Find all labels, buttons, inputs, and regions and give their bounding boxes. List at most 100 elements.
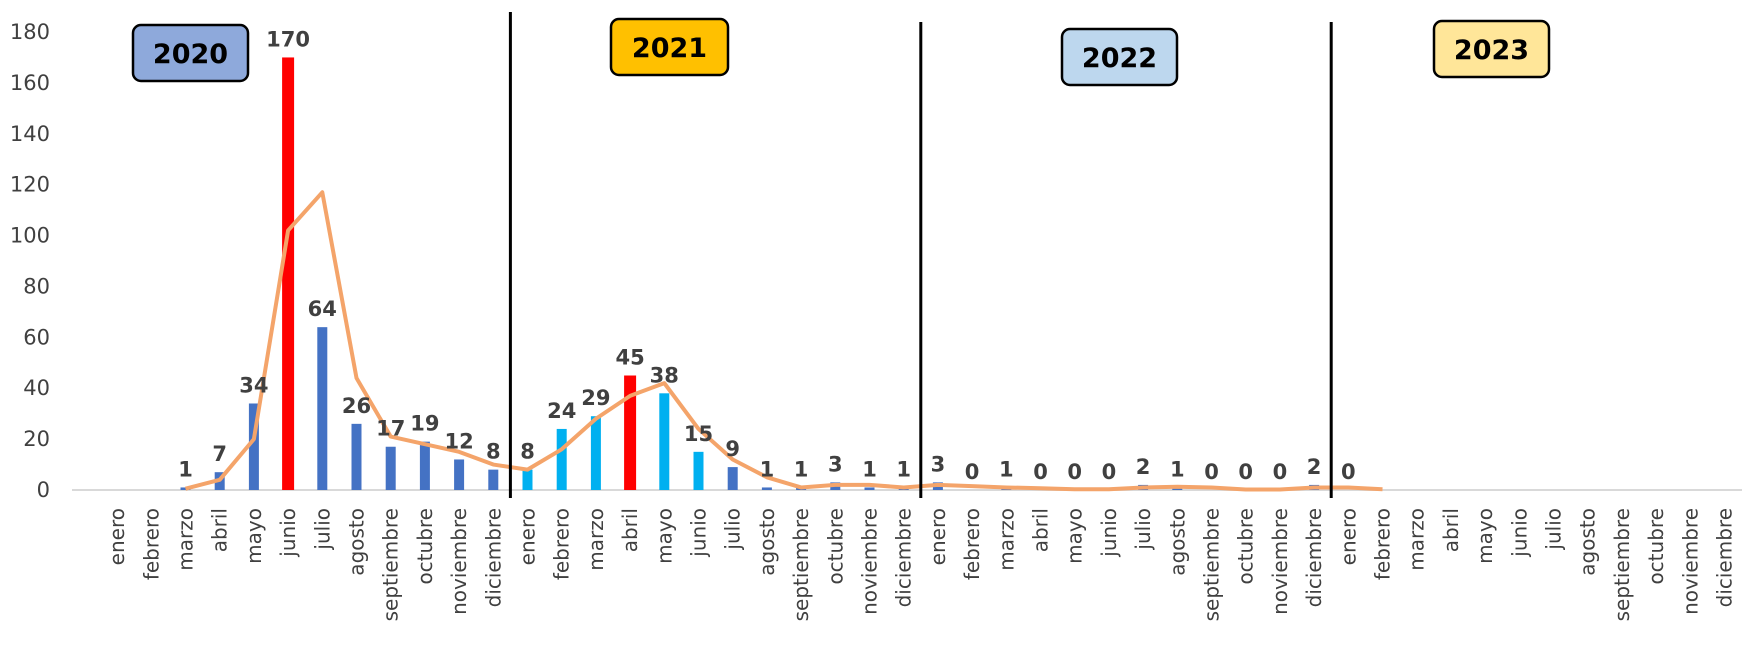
x-tick-label: septiembre bbox=[1610, 508, 1634, 621]
x-tick-label: abril bbox=[208, 508, 232, 552]
bar bbox=[522, 469, 533, 490]
year-box bbox=[609, 17, 730, 77]
bar bbox=[864, 487, 875, 490]
x-tick-label: octubre bbox=[823, 508, 847, 585]
data-label: 170 bbox=[266, 27, 310, 51]
data-label: 0 bbox=[1033, 460, 1048, 484]
x-tick-label: enero bbox=[516, 508, 540, 565]
data-label: 1 bbox=[178, 457, 193, 481]
x-tick-label: agosto bbox=[345, 508, 369, 576]
x-tick-label: abril bbox=[618, 508, 642, 552]
bar bbox=[761, 487, 772, 490]
data-label: 34 bbox=[239, 373, 268, 397]
y-axis: 0 20 40 60 80 100 120 140 160 180 bbox=[10, 20, 50, 502]
data-label: 1 bbox=[862, 457, 877, 481]
data-label: 0 bbox=[965, 460, 980, 484]
data-label: 1 bbox=[896, 457, 911, 481]
data-label: 0 bbox=[1238, 460, 1253, 484]
bar bbox=[727, 467, 738, 490]
data-label: 38 bbox=[650, 363, 679, 387]
x-tick-label: abril bbox=[1439, 508, 1463, 552]
year-labels: 2020 2021 2022 2023 bbox=[131, 17, 1551, 87]
bar bbox=[590, 416, 601, 490]
bar bbox=[624, 375, 637, 490]
x-tick-label: noviembre bbox=[858, 508, 882, 615]
bar bbox=[385, 446, 396, 490]
data-label: 1 bbox=[794, 457, 809, 481]
x-tick-label: septiembre bbox=[789, 508, 813, 621]
bar bbox=[419, 441, 430, 490]
data-label: 0 bbox=[1102, 460, 1117, 484]
bar bbox=[454, 459, 465, 490]
data-label: 7 bbox=[212, 442, 227, 466]
y-tick-label: 80 bbox=[23, 274, 50, 298]
x-tick-label: noviembre bbox=[447, 508, 471, 615]
bar bbox=[693, 451, 704, 490]
data-label: 3 bbox=[931, 452, 946, 476]
x-tick-label: junio bbox=[1097, 508, 1121, 558]
x-tick-label: julio bbox=[1131, 508, 1155, 551]
x-tick-label: octubre bbox=[1644, 508, 1668, 585]
data-label: 9 bbox=[725, 437, 740, 461]
x-tick-label: marzo bbox=[1405, 508, 1429, 571]
bar bbox=[1172, 487, 1183, 490]
data-label: 45 bbox=[615, 346, 644, 370]
x-tick-label: febrero bbox=[139, 508, 163, 580]
x-tick-label: mayo bbox=[1473, 508, 1497, 564]
y-tick-label: 160 bbox=[10, 71, 50, 95]
x-tick-label: marzo bbox=[174, 508, 198, 571]
year-label: 2020 bbox=[153, 39, 228, 70]
year-label: 2023 bbox=[1454, 35, 1529, 66]
data-label: 19 bbox=[410, 412, 439, 436]
data-label: 2 bbox=[1136, 455, 1151, 479]
trend-line-group bbox=[184, 190, 1383, 492]
year-box bbox=[1060, 27, 1179, 87]
bar bbox=[317, 327, 328, 490]
data-label: 0 bbox=[1204, 460, 1219, 484]
x-tick-label: septiembre bbox=[379, 508, 403, 621]
data-label: 1 bbox=[999, 457, 1014, 481]
year-label-box: 2020 bbox=[131, 23, 250, 83]
y-tick-label: 140 bbox=[10, 122, 50, 146]
y-tick-label: 40 bbox=[23, 376, 50, 400]
x-tick-label: octubre bbox=[413, 508, 437, 585]
x-tick-label: enero bbox=[1336, 508, 1360, 565]
bar bbox=[248, 403, 259, 490]
x-tick-label: agosto bbox=[755, 508, 779, 576]
x-tick-label: mayo bbox=[1063, 508, 1087, 564]
y-tick-label: 20 bbox=[23, 427, 50, 451]
x-tick-label: marzo bbox=[994, 508, 1018, 571]
x-tick-label: septiembre bbox=[1200, 508, 1224, 621]
x-tick-label: octubre bbox=[1234, 508, 1258, 585]
x-tick-label: agosto bbox=[1165, 508, 1189, 576]
year-label: 2021 bbox=[632, 33, 707, 64]
x-tick-label: junio bbox=[276, 508, 300, 558]
bar bbox=[282, 57, 295, 490]
year-box bbox=[1432, 19, 1551, 79]
y-tick-label: 120 bbox=[10, 173, 50, 197]
x-tick-label: febrero bbox=[960, 508, 984, 580]
year-dividers bbox=[508, 12, 1333, 498]
data-label: 8 bbox=[520, 440, 535, 464]
x-tick-label: marzo bbox=[584, 508, 608, 571]
data-label: 2 bbox=[1307, 455, 1322, 479]
x-tick-label: diciembre bbox=[1302, 508, 1326, 607]
x-tick-label: diciembre bbox=[1713, 508, 1737, 607]
bars bbox=[180, 57, 1320, 490]
data-label: 17 bbox=[376, 417, 405, 441]
x-tick-label: febrero bbox=[1371, 508, 1395, 580]
year-box bbox=[131, 23, 250, 83]
x-tick-label: noviembre bbox=[1268, 508, 1292, 615]
y-tick-label: 180 bbox=[10, 20, 50, 44]
x-tick-label: julio bbox=[1542, 508, 1566, 551]
year-label-box: 2023 bbox=[1432, 19, 1551, 79]
x-tick-label: enero bbox=[105, 508, 129, 565]
bar bbox=[488, 469, 499, 490]
data-label: 64 bbox=[308, 297, 337, 321]
year-label-box: 2022 bbox=[1060, 27, 1179, 87]
bar bbox=[659, 393, 670, 490]
y-tick-label: 100 bbox=[10, 224, 50, 248]
x-tick-label: agosto bbox=[1576, 508, 1600, 576]
